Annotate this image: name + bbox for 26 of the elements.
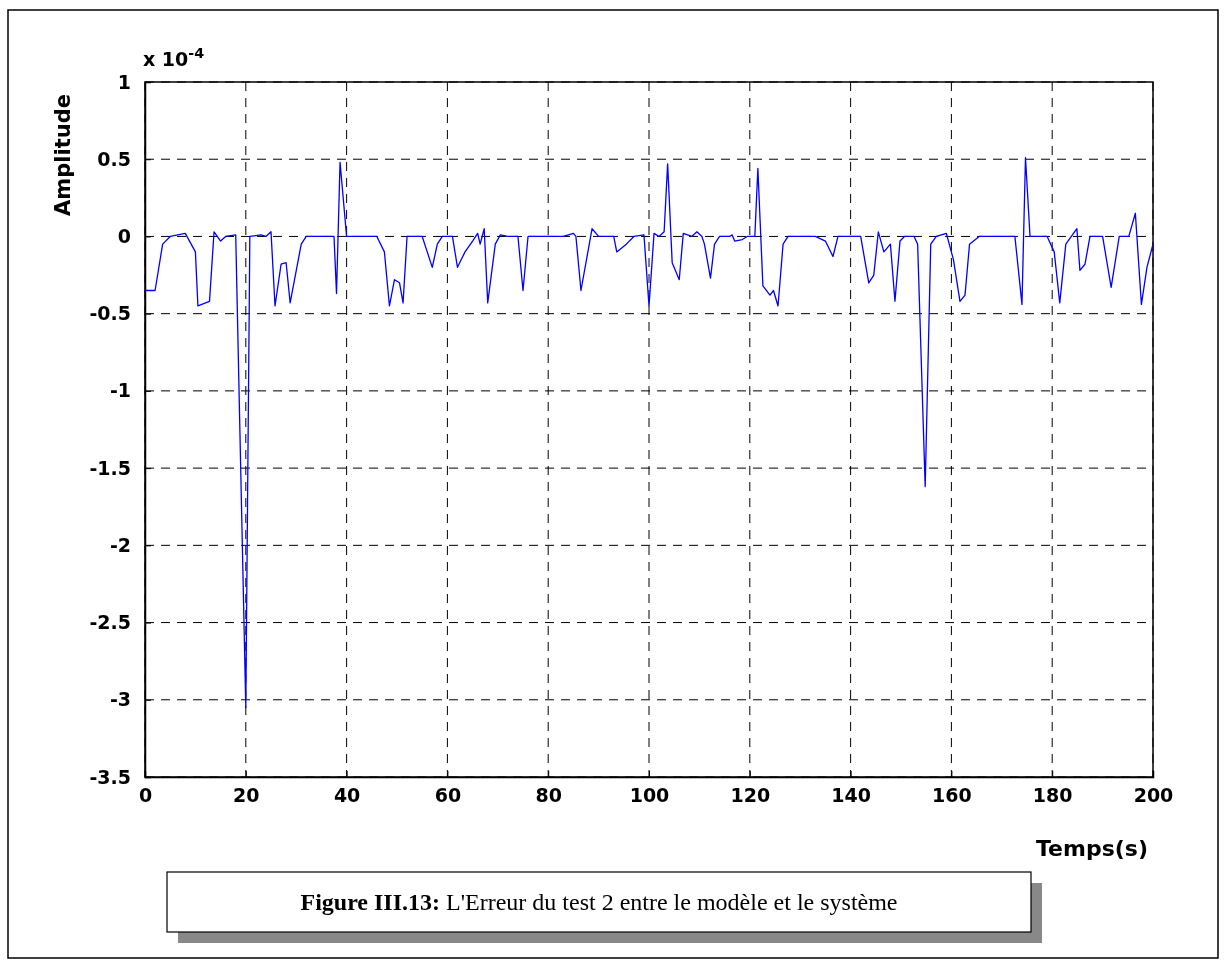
y-tick-label: -2.5 [89,611,131,634]
x-axis-title: Temps(s) [1036,836,1148,861]
x-tick-label: 0 [138,784,153,807]
x-tick-label: 180 [1032,784,1073,807]
y-tick-label: 0.5 [97,147,131,170]
y-tick-label: -2 [109,533,131,556]
y-tick-label: 0 [117,225,131,248]
y-tick-label: -1.5 [89,456,131,479]
x-tick-label: 160 [932,784,972,807]
x-tick-label: 100 [629,784,670,807]
x-tick-label: 120 [730,784,771,807]
y-tick-label: -3.5 [89,765,131,788]
y-tick-label: -0.5 [89,302,131,325]
x-tick-label: 140 [831,784,871,807]
x-tick-label: 20 [233,784,260,807]
y-axis-title: Amplitude [51,94,75,216]
x-tick-label: 60 [434,784,462,807]
y-tick-label: 1 [117,70,131,93]
y-tick-label: -1 [109,379,131,402]
text: Figure III.13: L'Erreur du test 2 entre le modèle et le système [300,889,898,915]
line-series [144,157,1154,709]
x-tick-label: 80 [535,784,562,807]
y-tick-label: -3 [109,688,131,711]
x-tick-label: 40 [333,784,361,807]
x-tick-label: 200 [1133,784,1174,807]
text: x 10$^{-4}$ [143,45,205,70]
